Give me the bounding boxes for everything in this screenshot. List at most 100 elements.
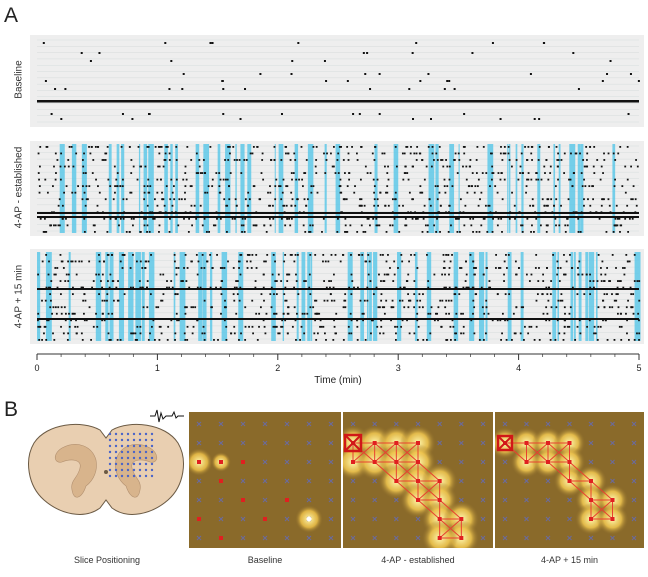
inactive-node <box>631 478 637 484</box>
spike <box>189 185 192 188</box>
spike <box>350 319 353 322</box>
spike <box>636 280 639 282</box>
inactive-node <box>567 497 572 503</box>
spike <box>184 191 186 194</box>
spike <box>211 42 214 44</box>
spike <box>118 224 120 227</box>
inactive-node <box>262 440 268 446</box>
spike <box>151 211 154 214</box>
spike <box>98 260 101 263</box>
spike <box>366 299 369 302</box>
spike <box>362 319 364 322</box>
spike <box>563 306 566 309</box>
spike <box>476 146 479 148</box>
spike <box>82 165 85 168</box>
spike <box>158 152 161 155</box>
spike <box>445 312 448 315</box>
spike <box>566 217 569 220</box>
spike <box>228 198 231 201</box>
spike <box>439 299 442 302</box>
spike <box>37 273 39 276</box>
spike <box>168 159 171 161</box>
spike <box>360 204 363 207</box>
spike <box>358 204 361 207</box>
spike <box>92 224 95 227</box>
inactive-node <box>524 535 529 541</box>
spike <box>277 273 280 276</box>
spike <box>329 293 332 296</box>
spike <box>475 267 477 269</box>
spike <box>454 217 457 220</box>
spike <box>248 254 250 256</box>
spike <box>613 299 616 302</box>
spike <box>403 306 406 309</box>
inactive-node <box>524 516 529 522</box>
spike <box>166 146 169 148</box>
spike <box>392 306 395 309</box>
spike <box>487 312 490 315</box>
signal-trace-icon <box>150 409 184 423</box>
spike <box>116 299 119 302</box>
spike <box>550 198 553 201</box>
spike <box>199 286 202 289</box>
spike <box>545 159 548 161</box>
spike <box>251 299 254 302</box>
spike <box>394 191 397 194</box>
spike <box>309 254 312 256</box>
spike <box>625 254 628 256</box>
spike <box>165 185 168 188</box>
spike <box>443 185 446 188</box>
spike <box>470 224 473 227</box>
spike <box>549 339 552 341</box>
spike <box>482 273 485 276</box>
spike <box>227 260 229 263</box>
spike <box>284 299 287 302</box>
spike <box>336 231 339 233</box>
spike <box>611 306 614 309</box>
inactive-node <box>610 440 615 446</box>
spike <box>38 325 41 328</box>
spike <box>90 339 92 341</box>
spike <box>495 267 497 269</box>
spike <box>171 204 174 207</box>
spike <box>379 332 381 335</box>
spike <box>333 146 335 148</box>
spike <box>574 211 577 214</box>
spike <box>367 273 370 276</box>
spike <box>568 178 570 181</box>
burst-band <box>135 252 141 341</box>
spike <box>397 267 399 269</box>
spike <box>297 293 300 296</box>
electrode-dot <box>114 468 118 472</box>
spike <box>478 231 481 233</box>
inactive-node <box>524 478 529 484</box>
spike <box>151 325 153 328</box>
inactive-node <box>524 497 529 503</box>
spike <box>435 152 438 155</box>
spike <box>98 254 100 256</box>
spike <box>348 332 351 335</box>
spike <box>239 254 242 256</box>
spike <box>153 217 156 220</box>
inactive-node <box>218 497 224 503</box>
spike <box>454 339 457 341</box>
spike <box>603 159 606 161</box>
spike <box>385 299 388 302</box>
spike <box>437 319 439 322</box>
spike <box>556 319 559 322</box>
spike <box>316 191 319 194</box>
spike <box>160 146 163 148</box>
inactive-node <box>284 535 290 541</box>
spike <box>344 306 347 309</box>
spike <box>568 325 571 328</box>
spike <box>37 152 40 155</box>
spike <box>162 165 165 168</box>
spike <box>543 204 546 207</box>
spike <box>434 185 437 188</box>
spike <box>325 339 327 341</box>
spike <box>166 339 169 341</box>
burst-band <box>95 252 102 341</box>
spike <box>582 159 585 161</box>
spike <box>547 146 550 148</box>
spike <box>106 293 109 296</box>
